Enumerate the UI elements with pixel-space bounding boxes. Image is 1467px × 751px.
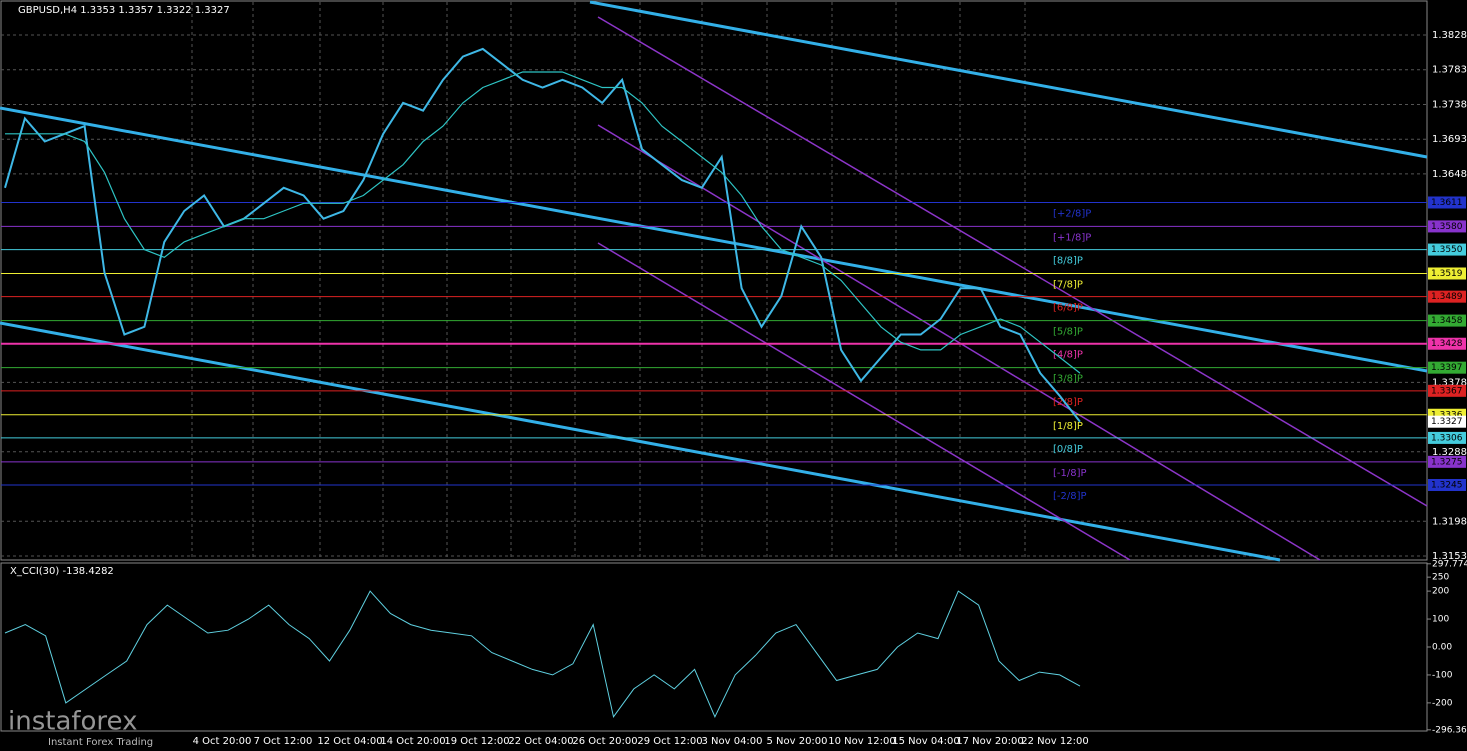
- level-price: 1.3550: [1431, 245, 1463, 255]
- x-tick-label: 17 Nov 20:00: [956, 736, 1023, 747]
- x-tick-label: 7 Oct 12:00: [254, 736, 313, 747]
- level-price: 1.3428: [1431, 339, 1463, 349]
- level-box: [1428, 314, 1466, 327]
- y-tick-label: 1.3828: [1432, 30, 1467, 41]
- watermark-sub: Instant Forex Trading: [48, 737, 153, 748]
- watermark: instaforex: [8, 707, 137, 737]
- level-label: [-2/8]P: [1053, 491, 1087, 502]
- x-tick-label: 14 Oct 20:00: [380, 736, 445, 747]
- level-price: 1.3611: [1431, 198, 1463, 208]
- level-price: 1.3336: [1431, 410, 1463, 420]
- grid: [1, 2, 1427, 560]
- cci-frame: [0, 562, 1428, 732]
- y-tick-label: 1.3153: [1432, 551, 1467, 562]
- x-tick-label: 19 Oct 12:00: [444, 736, 509, 747]
- level-price: 1.3519: [1431, 269, 1463, 279]
- level-label: [2/8]P: [1053, 397, 1083, 408]
- level-price: 1.3580: [1431, 222, 1463, 232]
- level-label: [8/8]P: [1053, 256, 1083, 267]
- y-tick-label: 1.3693: [1432, 134, 1467, 145]
- cci-tick-label: 250: [1432, 573, 1449, 583]
- level-box: [1428, 478, 1466, 491]
- level-label: [+1/8]P: [1053, 232, 1091, 243]
- cci-tick-label: 200: [1432, 587, 1449, 597]
- y-tick-label: 1.3783: [1432, 65, 1467, 76]
- y-tick-label: 1.3738: [1432, 99, 1467, 110]
- price-line: [5, 71, 1081, 374]
- level-box: [1428, 243, 1466, 256]
- level-box: [1428, 384, 1466, 397]
- level-box: [1428, 361, 1466, 374]
- level-price: 1.3397: [1431, 363, 1463, 373]
- level-label: [3/8]P: [1053, 374, 1083, 385]
- level-label: [1/8]P: [1053, 421, 1083, 432]
- x-tick-label: 5 Nov 20:00: [766, 736, 827, 747]
- level-box: [1428, 431, 1466, 444]
- current-price: 1.3327: [1431, 417, 1463, 427]
- y-tick-label: 1.3198: [1432, 516, 1467, 527]
- level-box: [1428, 290, 1466, 303]
- chart-title: GBPUSD,H4 1.3353 1.3357 1.3322 1.3327: [18, 5, 230, 16]
- level-price: 1.3458: [1431, 316, 1463, 326]
- cci-tick-label: 100: [1432, 615, 1449, 625]
- level-label: [+2/8]P: [1053, 208, 1091, 219]
- x-tick-label: 29 Oct 12:00: [637, 736, 702, 747]
- cci-title: X_CCI(30) -138.4282: [10, 566, 114, 577]
- cci-tick-label: -200: [1432, 698, 1453, 708]
- level-label: [-1/8]P: [1053, 468, 1087, 479]
- level-price: 1.3306: [1431, 433, 1463, 443]
- level-label: [0/8]P: [1053, 444, 1083, 455]
- cci-tick-label: 0.00: [1432, 643, 1452, 653]
- cci-tick-label: -100: [1432, 670, 1453, 680]
- level-label: [5/8]P: [1053, 327, 1083, 338]
- x-tick-label: 3 Nov 04:00: [701, 736, 762, 747]
- trend-lines: [0, 0, 1428, 562]
- x-tick-label: 10 Nov 12:00: [828, 736, 895, 747]
- y-tick-label: 1.3288: [1432, 447, 1467, 458]
- cci-tick-label: -296.364: [1432, 725, 1467, 735]
- y-tick-label: 1.3648: [1432, 169, 1467, 180]
- price-line: [4, 47, 1081, 423]
- x-tick-label: 22 Nov 12:00: [1021, 736, 1088, 747]
- cci-tick-label: 297.7749: [1432, 559, 1467, 569]
- level-label: [4/8]P: [1053, 350, 1083, 361]
- main-frame: [0, 0, 1428, 561]
- level-box: [1428, 455, 1466, 468]
- x-tick-label: 4 Oct 20:00: [193, 736, 252, 747]
- x-tick-label: 12 Oct 04:00: [317, 736, 382, 747]
- channel-lines: [597, 16, 1428, 561]
- level-price: 1.3489: [1431, 292, 1463, 302]
- level-label: [7/8]P: [1053, 280, 1083, 291]
- current-price-box: [1428, 415, 1466, 428]
- cci-line: [4, 590, 1081, 719]
- level-price: 1.3367: [1431, 386, 1463, 396]
- x-tick-label: 26 Oct 20:00: [572, 736, 637, 747]
- level-price: 1.3275: [1431, 457, 1463, 467]
- y-tick-label: 1.3378: [1432, 377, 1467, 388]
- x-tick-label: 15 Nov 04:00: [892, 736, 959, 747]
- level-box: [1428, 267, 1466, 280]
- level-box: [1428, 196, 1466, 209]
- level-label: [6/8]P: [1053, 303, 1083, 314]
- level-price: 1.3245: [1431, 480, 1463, 490]
- x-tick-label: 22 Oct 04:00: [508, 736, 573, 747]
- level-box: [1428, 220, 1466, 233]
- level-box: [1428, 337, 1466, 350]
